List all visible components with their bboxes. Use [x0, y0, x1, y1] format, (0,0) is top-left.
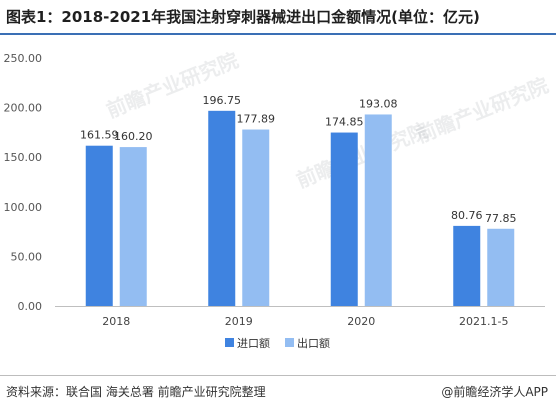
bar	[330, 132, 358, 306]
bar-value-label: 196.75	[203, 94, 242, 107]
legend-swatch	[225, 338, 234, 347]
chart-title: 图表1：2018-2021年我国注射穿刺器械进出口金额情况(单位：亿元)	[6, 8, 480, 26]
brand-label: @前瞻经济学人APP	[441, 385, 548, 399]
legend-label: 进口额	[237, 337, 270, 350]
bar-value-label: 161.59	[80, 129, 119, 142]
bar	[453, 225, 481, 306]
x-tick-label: 2019	[225, 315, 253, 328]
bar-value-label: 160.20	[114, 130, 153, 143]
y-tick-label: 250.00	[4, 52, 43, 65]
bar	[208, 110, 236, 306]
x-tick-label: 2020	[347, 315, 375, 328]
x-axis: 2018 2019 2020 2021.1-5	[55, 306, 545, 328]
y-tick-label: 50.00	[11, 250, 43, 263]
bar	[364, 114, 392, 307]
y-tick-label: 150.00	[4, 151, 43, 164]
x-tick-label: 2021.1-5	[459, 315, 508, 328]
legend-swatch	[285, 338, 294, 347]
source-note: 资料来源：联合国 海关总署 前瞻产业研究院整理	[6, 385, 266, 399]
y-tick-label: 200.00	[4, 102, 43, 115]
title-divider	[0, 33, 556, 35]
bar	[119, 147, 147, 306]
bar-value-label: 80.76	[451, 209, 483, 222]
footer-divider	[0, 375, 556, 376]
bar-value-label: 77.85	[485, 212, 517, 225]
bar-value-label: 177.89	[237, 113, 276, 126]
watermark-text: 前瞻产业研究院	[413, 73, 552, 148]
y-axis-tick-labels: 0.00 50.00 100.00 150.00 200.00 250.00	[4, 52, 43, 313]
watermark-text: 前瞻产业研究院	[293, 118, 432, 193]
legend: 进口额 出口额	[225, 336, 330, 350]
y-tick-label: 100.00	[4, 201, 43, 214]
bar	[242, 129, 270, 306]
bar-value-label: 193.08	[359, 97, 398, 110]
bar	[487, 228, 515, 306]
bar-value-label: 174.85	[325, 116, 364, 129]
legend-label: 出口额	[297, 336, 330, 350]
bars	[85, 110, 515, 307]
bar	[85, 145, 113, 306]
x-tick-label: 2018	[102, 315, 130, 328]
y-tick-label: 0.00	[18, 300, 43, 313]
